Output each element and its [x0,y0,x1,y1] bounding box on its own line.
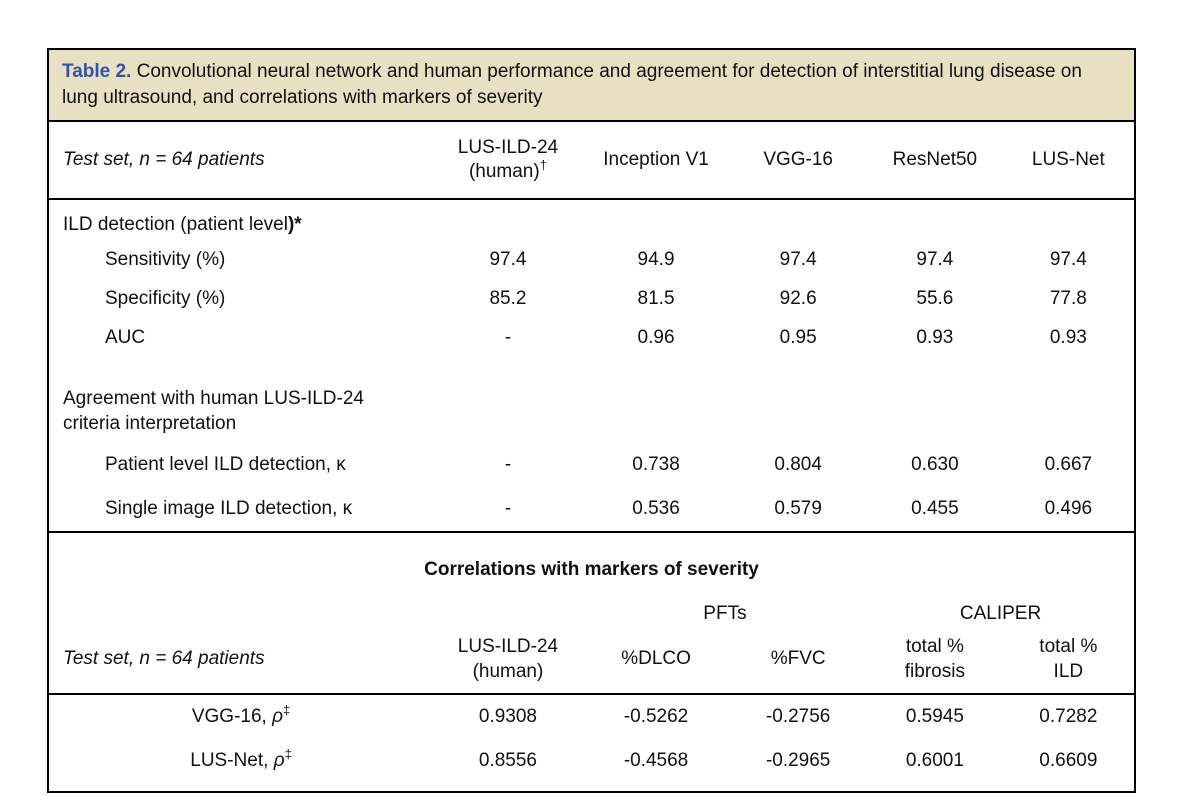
table-number-label: Table 2. [62,61,132,82]
value-cell: 0.804 [774,453,822,475]
header-line: fibrosis [904,660,965,682]
col-header-vgg-16: VGG-16 [729,122,868,201]
heading-text: ILD detection (patient level [63,214,288,236]
value-cell: 0.630 [911,453,959,475]
value-cell: 0.93 [916,326,954,348]
value-cell: 0.96 [637,326,675,348]
col-header-lus-ild-24-human: LUS-ILD-24 (human) [433,626,583,695]
table-row: AUC - 0.96 0.95 0.93 0.93 [49,318,1134,357]
rho-symbol: ρ [272,705,283,727]
col-header-test-set: Test set, n = 64 patients [49,626,434,695]
value-cell: -0.4568 [623,749,689,771]
rho-symbol: ρ [273,749,285,771]
header-line: total % [905,635,964,657]
col-header-inception-v1: Inception V1 [582,122,730,201]
header-row: Test set, n = 64 patients LUS-ILD-24 (hum… [49,122,1134,201]
section-divider [49,530,1134,533]
double-dagger-footnote-mark: ‡ [284,746,292,762]
value-cell: 0.496 [1044,497,1093,519]
section-heading-row: ILD detection (patient level)* [49,199,1134,240]
asterisk-footnote-mark: )* [287,214,302,236]
performance-table: Test set, n = 64 patients LUS-ILD-24 (hum… [49,122,1134,530]
group-header-pfts: PFTs [703,602,747,624]
value-cell: 0.738 [632,453,680,475]
table-row: Single image ILD detection, κ - 0.536 0.… [49,487,1134,531]
table-caption: Table 2. Convolutional neural network an… [49,50,1134,123]
table-2-container: Table 2. Convolutional neural network an… [47,48,1136,793]
col-header-lus-net: LUS-Net [1002,122,1134,201]
table-row: VGG-16, ρ‡ 0.9308 -0.5262 -0.2756 0.5945… [49,694,1134,739]
header-line: ILD [1053,660,1084,682]
row-label-specificity: Specificity (%) [105,287,226,309]
table-row: Patient level ILD detection, κ - 0.738 0… [49,443,1134,487]
value-cell: 92.6 [779,287,817,309]
value-cell: 0.93 [1049,326,1087,348]
value-cell: 81.5 [637,287,675,309]
value-cell: -0.5262 [623,705,689,727]
value-cell: 97.4 [779,248,817,270]
empty-cell [49,591,583,627]
value-cell: - [504,497,512,519]
double-dagger-footnote-mark: ‡ [283,702,291,718]
value-cell: -0.2965 [765,749,831,771]
row-label-sensitivity: Sensitivity (%) [105,248,226,270]
header-row: Test set, n = 64 patients LUS-ILD-24 (hum… [49,626,1134,695]
label-text: LUS-Net, [190,749,274,771]
header-line: total % [1039,635,1098,657]
value-cell: 0.9308 [478,705,538,727]
row-label-auc: AUC [105,326,146,348]
header-line: (human) [468,161,540,183]
value-cell: 94.9 [637,248,675,270]
value-cell: 0.8556 [478,749,538,771]
table-row: Specificity (%) 85.2 81.5 92.6 55.6 77.8 [49,279,1134,318]
col-header-test-set: Test set, n = 64 patients [49,122,434,201]
value-cell: 97.4 [489,248,527,270]
table-row: Sensitivity (%) 97.4 94.9 97.4 97.4 97.4 [49,240,1134,279]
header-line: LUS-ILD-24 [457,635,559,657]
section-heading-ild-detection: ILD detection (patient level)* [49,199,1134,240]
value-cell: - [504,453,512,475]
value-cell: 77.8 [1049,287,1087,309]
value-cell: 0.536 [632,497,680,519]
row-label-lus-net-rho: LUS-Net, ρ‡ [49,739,433,783]
value-cell: 0.6001 [905,749,964,771]
group-header-row: PFTs CALIPER [49,591,1134,627]
value-cell: 0.7282 [1039,705,1098,727]
value-cell: 0.455 [911,497,959,519]
table-caption-text: Convolutional neural network and human p… [62,61,1082,108]
col-header-total-ild: total % ILD [1002,626,1134,695]
row-label-patient-level-kappa: Patient level ILD detection, κ [105,453,346,475]
correlations-table: PFTs CALIPER Test set, n = 64 patients L… [49,591,1134,783]
col-header-fvc: %FVC [729,626,868,695]
value-cell: 0.95 [779,326,817,348]
value-cell: 85.2 [489,287,527,309]
value-cell: 55.6 [916,287,954,309]
value-cell: 97.4 [916,248,954,270]
value-cell: 0.6609 [1039,749,1098,771]
value-cell: 0.579 [774,497,822,519]
value-cell: 97.4 [1049,248,1087,270]
heading-text: criteria interpretation [63,412,237,434]
header-line: (human) [472,660,544,682]
table-row: LUS-Net, ρ‡ 0.8556 -0.4568 -0.2965 0.600… [49,739,1134,783]
row-label-single-image-kappa: Single image ILD detection, κ [105,497,353,519]
col-header-total-fibrosis: total % fibrosis [867,626,1003,695]
col-header-resnet50: ResNet50 [867,122,1003,201]
col-header-lus-ild-24-human: LUS-ILD-24 (human)† [433,122,583,201]
label-text: VGG-16, [191,705,273,727]
value-cell: - [504,326,512,348]
correlations-section-title: Correlations with markers of severity [424,558,759,580]
group-header-caliper: CALIPER [959,602,1042,624]
dagger-footnote-mark: † [539,157,547,173]
col-header-dlco: %DLCO [582,626,730,695]
value-cell: 0.5945 [905,705,964,727]
row-label-vgg-16-rho: VGG-16, ρ‡ [49,694,433,739]
header-line: LUS-ILD-24 [457,136,559,158]
heading-text: Agreement with human LUS-ILD-24 [63,388,364,410]
section-heading-agreement: Agreement with human LUS-ILD-24 criteria … [49,357,1134,442]
value-cell: 0.667 [1044,453,1093,475]
section-heading-row: Agreement with human LUS-ILD-24 criteria … [49,357,1134,442]
value-cell: -0.2756 [765,705,831,727]
